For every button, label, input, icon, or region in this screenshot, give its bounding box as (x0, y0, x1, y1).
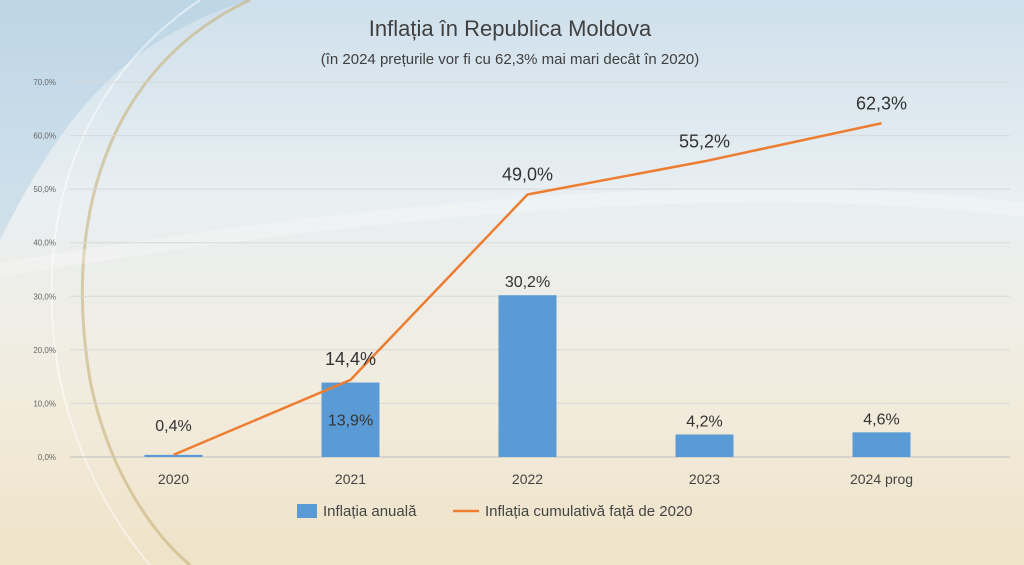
bar-series: 0,4% 13,9% 30,2% 4,2% 4,6% (144, 274, 911, 457)
line-series: 14,4% 49,0% 55,2% 62,3% (173, 93, 907, 457)
cumulative-line (173, 122, 882, 457)
x-tick-label: 2021 (335, 471, 366, 487)
line-data-label: 14,4% (325, 349, 376, 369)
chart-title: Inflația în Republica Moldova (369, 16, 652, 41)
line-data-label: 62,3% (856, 93, 907, 113)
bar-data-label: 13,9% (328, 413, 373, 430)
legend-swatch-bar (297, 504, 317, 518)
bar-data-label: 4,2% (686, 414, 722, 431)
bar (852, 432, 911, 457)
y-tick-label: 10,0% (33, 399, 56, 408)
y-tick-label: 70,0% (33, 78, 56, 87)
y-tick-label: 50,0% (33, 185, 56, 194)
y-tick-label: 20,0% (33, 346, 56, 355)
chart-subtitle: (în 2024 prețurile vor fi cu 62,3% mai m… (321, 51, 700, 68)
bar-data-label: 30,2% (505, 274, 550, 291)
bar (498, 295, 557, 457)
y-axis-tick-labels: 0,0% 10,0% 20,0% 30,0% 40,0% 50,0% 60,0% 70,0% (33, 78, 56, 462)
bar-data-label: 4,6% (863, 411, 899, 428)
bar (321, 382, 380, 457)
legend: Inflația anuală Inflația cumulativă față… (297, 503, 693, 520)
legend-label-bar: Inflația anuală (323, 503, 417, 520)
x-axis-tick-labels: 2020 2021 2022 2023 2024 prog (158, 471, 913, 487)
line-data-label: 55,2% (679, 131, 730, 151)
y-tick-label: 60,0% (33, 132, 56, 141)
line-data-label: 49,0% (502, 165, 553, 185)
y-tick-label: 0,0% (38, 453, 56, 462)
x-tick-label: 2023 (689, 471, 720, 487)
legend-label-line: Inflația cumulativă față de 2020 (485, 503, 693, 520)
x-tick-label: 2024 prog (850, 471, 913, 487)
bar (144, 454, 203, 457)
y-tick-label: 30,0% (33, 292, 56, 301)
y-tick-label: 40,0% (33, 239, 56, 248)
bar-data-label: 0,4% (155, 418, 191, 435)
bar (675, 434, 734, 457)
x-tick-label: 2022 (512, 471, 543, 487)
x-tick-label: 2020 (158, 471, 189, 487)
